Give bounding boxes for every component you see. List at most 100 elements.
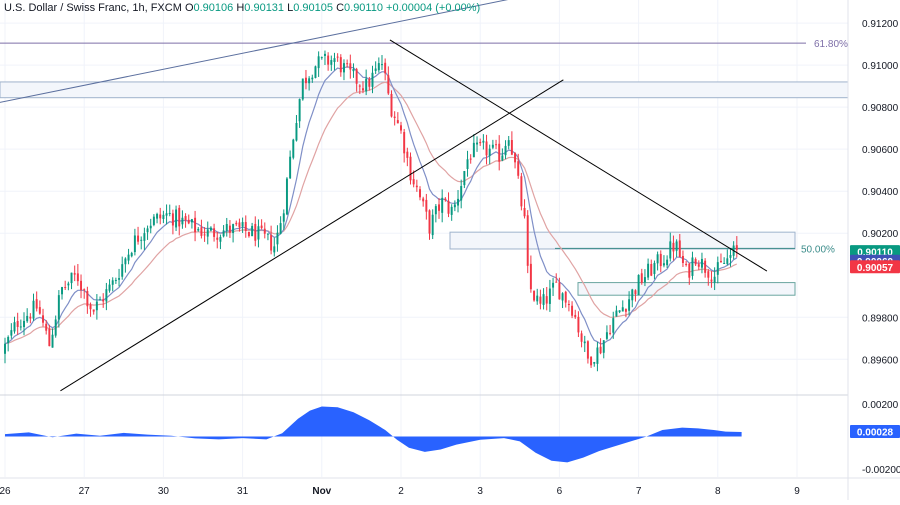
candle-body [580, 333, 583, 342]
candle-body [83, 289, 86, 291]
candle-body [168, 212, 171, 214]
candle-body [317, 56, 320, 69]
candle-body [349, 63, 352, 70]
candle-body [704, 260, 707, 273]
candle-body [675, 241, 678, 251]
candle-body [149, 225, 152, 229]
trendline-descending-resistance[interactable] [389, 39, 768, 272]
candle-body [16, 321, 19, 327]
candle-body [520, 176, 523, 207]
candle-body [304, 77, 307, 84]
candle-body [184, 216, 187, 221]
candle-body [561, 293, 564, 301]
candle-body [355, 69, 358, 84]
candle-body [7, 336, 10, 344]
candle-body [118, 278, 121, 280]
time-tick-label: Nov [312, 486, 331, 497]
candle-body [181, 217, 184, 225]
candle-body [368, 78, 371, 87]
ma-slow-line[interactable] [4, 81, 738, 345]
candle-body [501, 155, 504, 161]
ma-fast-line[interactable] [4, 66, 738, 345]
time-tick-label: 2 [398, 486, 404, 497]
trendline-upper-channel[interactable] [0, 0, 599, 103]
candle-body [4, 343, 6, 354]
candle-body [396, 120, 399, 124]
candle-body [650, 264, 653, 276]
oscillator-area[interactable] [5, 406, 742, 463]
candle-body [441, 197, 444, 213]
candle-body [260, 225, 263, 229]
candle-body [190, 219, 193, 223]
time-tick-label: 26 [0, 486, 11, 497]
candle-body [209, 227, 212, 231]
candle-body [273, 246, 276, 253]
candle-body [159, 214, 162, 219]
zone-box[interactable] [449, 231, 796, 250]
candle-body [485, 141, 488, 156]
candle-body [42, 315, 44, 323]
candle-body [716, 262, 719, 275]
price-tick-label: 0.90800 [862, 103, 899, 114]
candle-body [320, 57, 323, 59]
candle-body [726, 258, 729, 264]
candle-body [555, 281, 558, 283]
candle-body [631, 289, 634, 301]
candle-body [29, 316, 32, 319]
candle-body [51, 334, 54, 348]
candle-body [358, 85, 361, 87]
candle-body [523, 207, 526, 217]
candle-body [533, 290, 536, 301]
candle-body [314, 66, 317, 78]
candle-body [558, 282, 561, 300]
candle-body [729, 255, 732, 258]
candle-body [662, 263, 665, 266]
candle-body [434, 206, 437, 215]
candle-body [54, 319, 57, 336]
trend-layer [0, 0, 768, 392]
candle-body [92, 309, 95, 312]
candle-body [80, 280, 83, 291]
candle-body [200, 227, 203, 236]
candle-body [111, 280, 114, 285]
candle-body [298, 99, 301, 122]
candle-body [552, 282, 555, 288]
candle-body [529, 263, 532, 290]
candle-body [105, 289, 108, 302]
candle-body [536, 295, 539, 302]
candle-body [48, 328, 51, 347]
candle-body [270, 235, 273, 251]
candle-body [206, 229, 209, 237]
candle-body [409, 156, 412, 181]
trendline-rising-support[interactable] [60, 79, 564, 392]
price-tick-label: 0.91200 [862, 19, 899, 30]
zone-box[interactable] [0, 81, 849, 99]
close-label: C [336, 2, 345, 14]
candle-body [735, 245, 738, 250]
low-value: 0.90105 [293, 2, 333, 14]
candle-body [257, 226, 260, 240]
candle-body [643, 277, 646, 283]
candle-body [301, 78, 304, 100]
candle-body [605, 332, 608, 339]
candle-body [165, 213, 168, 216]
candle-body [447, 200, 450, 214]
candle-body [593, 362, 596, 364]
candle-body [419, 189, 421, 198]
candle-body [247, 231, 250, 237]
candle-body [425, 199, 428, 212]
candle-body [35, 299, 38, 309]
candle-body [567, 304, 570, 306]
time-tick-label: 8 [715, 486, 721, 497]
candle-body [130, 252, 133, 257]
time-tick-label: 31 [237, 486, 249, 497]
zone-box[interactable] [577, 282, 796, 296]
candle-body [279, 223, 282, 234]
symbol-title[interactable]: U.S. Dollar / Swiss Franc, 1h, FXCM [4, 2, 182, 14]
candle-body [308, 78, 311, 84]
candle-body [669, 241, 672, 259]
candle-body [539, 296, 542, 304]
candle-body [162, 214, 165, 220]
candle-body [507, 140, 510, 146]
candle-body [57, 295, 60, 320]
